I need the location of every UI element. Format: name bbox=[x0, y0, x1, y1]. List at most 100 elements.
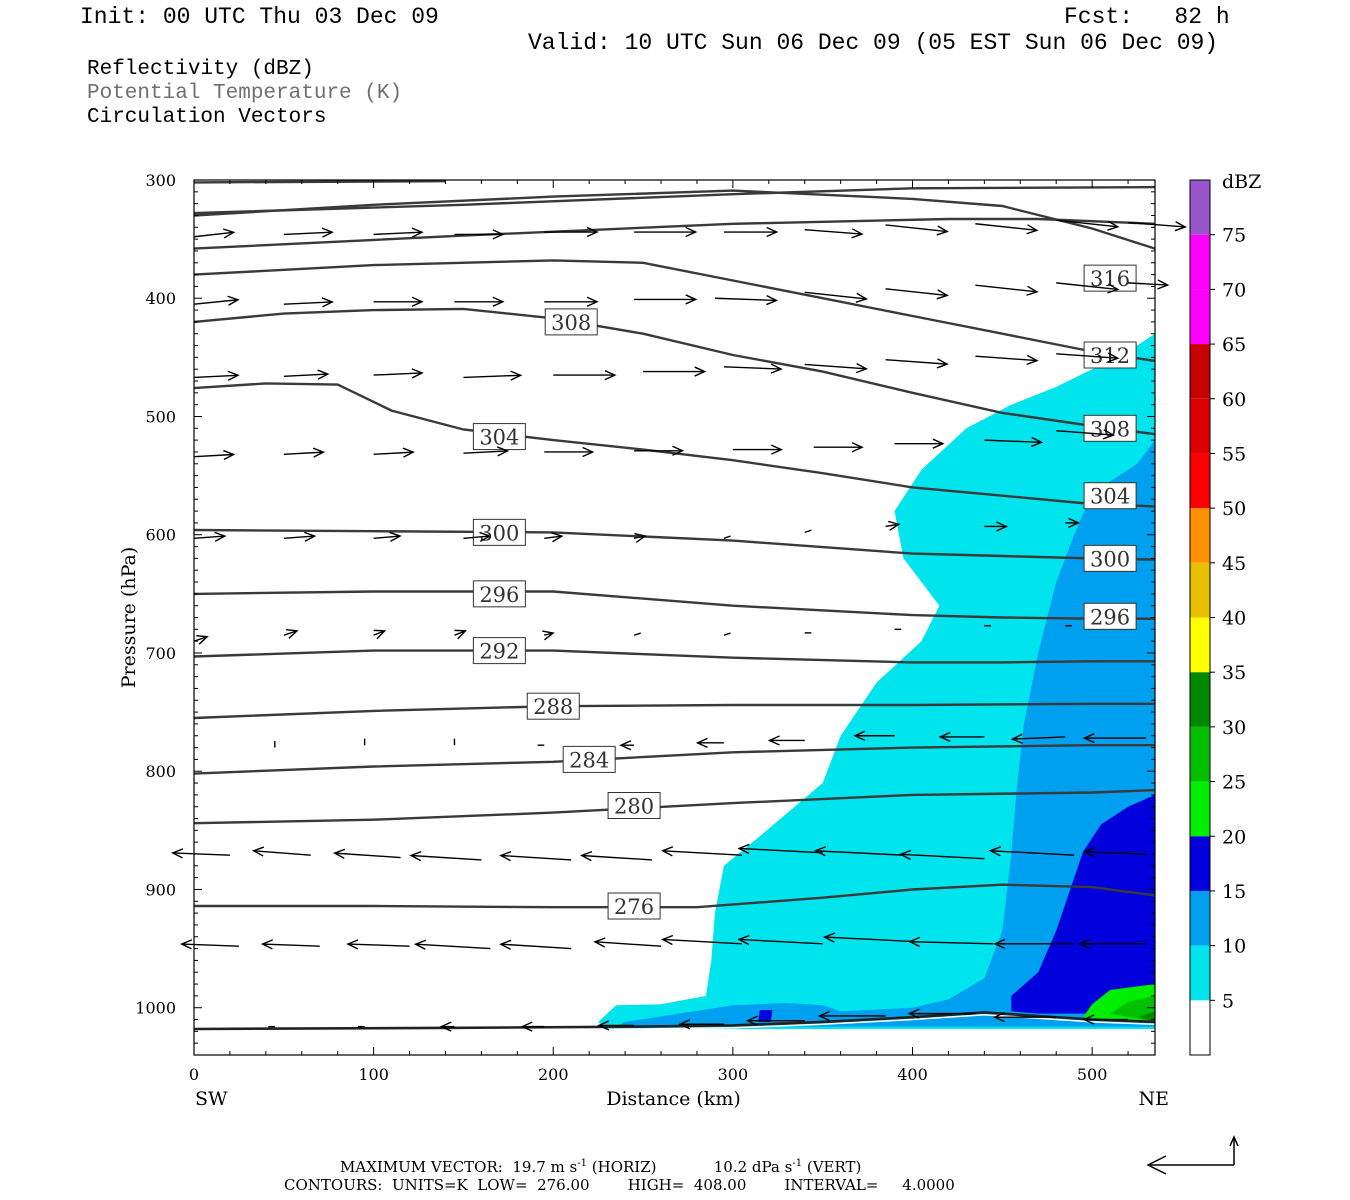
vector-arrow bbox=[193, 535, 225, 539]
reflectivity-region-10 bbox=[616, 440, 1155, 1027]
colorbar-label: 70 bbox=[1222, 279, 1246, 301]
vector-arrowhead bbox=[346, 939, 359, 950]
x-tick-label: 300 bbox=[718, 1065, 749, 1084]
vector-arrowhead bbox=[1174, 221, 1187, 232]
vector-arrowhead bbox=[260, 939, 273, 950]
vert-exp: -1 bbox=[792, 1158, 803, 1169]
vector-arrowhead bbox=[196, 634, 209, 645]
vector-arrow bbox=[633, 535, 646, 539]
vector-arrowhead bbox=[251, 846, 265, 857]
vector-arrowhead bbox=[496, 446, 510, 457]
theta-contour-296 bbox=[193, 590, 1155, 620]
contour-label-box bbox=[607, 892, 661, 920]
vector-arrowhead bbox=[597, 1020, 610, 1031]
vector-arrow bbox=[1128, 221, 1186, 228]
vector-arrow bbox=[283, 301, 333, 305]
vector-arrowhead bbox=[1031, 436, 1044, 448]
contour-label-box bbox=[544, 308, 598, 336]
vector-arrowhead bbox=[908, 936, 921, 948]
vector-arrow bbox=[463, 450, 508, 454]
vector-arrow bbox=[581, 854, 653, 861]
y-axis-label: Pressure (hPa) bbox=[118, 547, 140, 689]
contour-label-box bbox=[607, 792, 661, 820]
vector-arrowhead bbox=[222, 228, 236, 239]
vector-arrow bbox=[463, 374, 521, 379]
colorbar-band bbox=[1190, 617, 1210, 673]
vector-arrowhead bbox=[993, 938, 1006, 949]
vector-arrowhead bbox=[907, 1008, 920, 1019]
contour-label-box bbox=[472, 580, 526, 608]
vector-arrowhead bbox=[936, 225, 949, 236]
vector-arrow bbox=[739, 938, 823, 945]
y-tick-label: 800 bbox=[145, 762, 176, 781]
vector-arrow bbox=[723, 535, 731, 539]
x-axis-label: Distance (km) bbox=[606, 1088, 741, 1110]
vector-arrowhead bbox=[936, 289, 949, 300]
vector-arrow bbox=[633, 632, 641, 636]
vector-arrowhead bbox=[1107, 352, 1120, 363]
vector-arrowhead bbox=[321, 227, 334, 238]
vector-arrow bbox=[900, 853, 985, 860]
vector-arrow bbox=[594, 941, 662, 947]
vector-arrowhead bbox=[672, 445, 685, 456]
vector-arrow bbox=[1056, 219, 1118, 228]
colorbar-label: 65 bbox=[1222, 334, 1246, 356]
vector-arrowhead bbox=[822, 932, 835, 943]
vector-arrowhead bbox=[582, 446, 595, 458]
vector-arrow bbox=[373, 231, 423, 236]
vector-arrow bbox=[975, 223, 1038, 232]
colorbar-band bbox=[1190, 562, 1210, 618]
theta-contour-304 bbox=[193, 382, 1156, 508]
vector-arrow bbox=[885, 359, 948, 365]
valid-time: Valid: 10 UTC Sun 06 Dec 09 (05 EST Sun … bbox=[528, 30, 1219, 56]
vector-arrowhead bbox=[411, 296, 424, 307]
vector-arrowhead bbox=[817, 1010, 830, 1022]
vector-arrowhead bbox=[214, 531, 227, 542]
contour-label-276: 276 bbox=[614, 895, 654, 919]
vector-arrow bbox=[193, 299, 239, 305]
vector-arrowhead bbox=[660, 934, 674, 946]
theta-contour-308 bbox=[193, 307, 1156, 436]
contour-label-296: 296 bbox=[1090, 605, 1130, 629]
x-tick-label: 500 bbox=[1077, 1065, 1108, 1084]
theta-contour-276 bbox=[194, 883, 1156, 909]
vector-arrowhead bbox=[586, 226, 599, 238]
contour-label-304: 304 bbox=[1090, 485, 1130, 509]
circulation-vectors bbox=[171, 219, 1187, 1032]
vector-arrow bbox=[909, 940, 994, 945]
vector-arrowhead bbox=[223, 449, 236, 461]
vector-arrowhead bbox=[1107, 220, 1120, 231]
reflectivity-region-15 bbox=[1011, 794, 1155, 1014]
vector-arrowhead bbox=[492, 229, 505, 240]
vector-arrowhead bbox=[1026, 354, 1039, 366]
vector-arrowhead bbox=[389, 531, 402, 543]
vector-arrowhead bbox=[586, 296, 599, 307]
x-tick-label: 200 bbox=[538, 1065, 569, 1084]
vector-arrowhead bbox=[1082, 1014, 1095, 1025]
vector-arrowhead bbox=[988, 846, 1002, 857]
reflectivity-fill bbox=[598, 333, 1155, 1029]
vector-arrowhead bbox=[180, 939, 193, 950]
vector-arrowhead bbox=[737, 934, 750, 946]
vector-arrowhead bbox=[938, 731, 951, 743]
contour-label-box bbox=[1083, 544, 1137, 572]
vector-arrowhead bbox=[579, 850, 593, 862]
vector-arrowhead bbox=[685, 226, 698, 238]
colorbar: 5 10 15 20 25 30 35 40 45 50 55 60 65 70 75 dBZ bbox=[1189, 171, 1261, 1056]
reflectivity-region-30 bbox=[1138, 1011, 1155, 1022]
theta-contour-288 bbox=[193, 702, 1155, 720]
vector-arrowhead bbox=[492, 296, 505, 307]
vector-arrow bbox=[181, 943, 239, 947]
vector-arrow bbox=[193, 636, 208, 642]
vector-arrow bbox=[373, 451, 414, 456]
vector-arrowhead bbox=[171, 848, 184, 859]
vector-arrow bbox=[347, 943, 410, 947]
vector-arrowhead bbox=[510, 370, 523, 381]
vert-value: 10.2 dPa s bbox=[713, 1158, 793, 1176]
vector-arrow bbox=[885, 224, 948, 233]
colorbar-label: 75 bbox=[1222, 225, 1246, 247]
y-tick-label: 300 bbox=[145, 171, 176, 190]
vector-arrowhead bbox=[855, 292, 869, 304]
vector-arrowhead bbox=[227, 295, 240, 306]
vector-arrowhead bbox=[634, 532, 647, 544]
